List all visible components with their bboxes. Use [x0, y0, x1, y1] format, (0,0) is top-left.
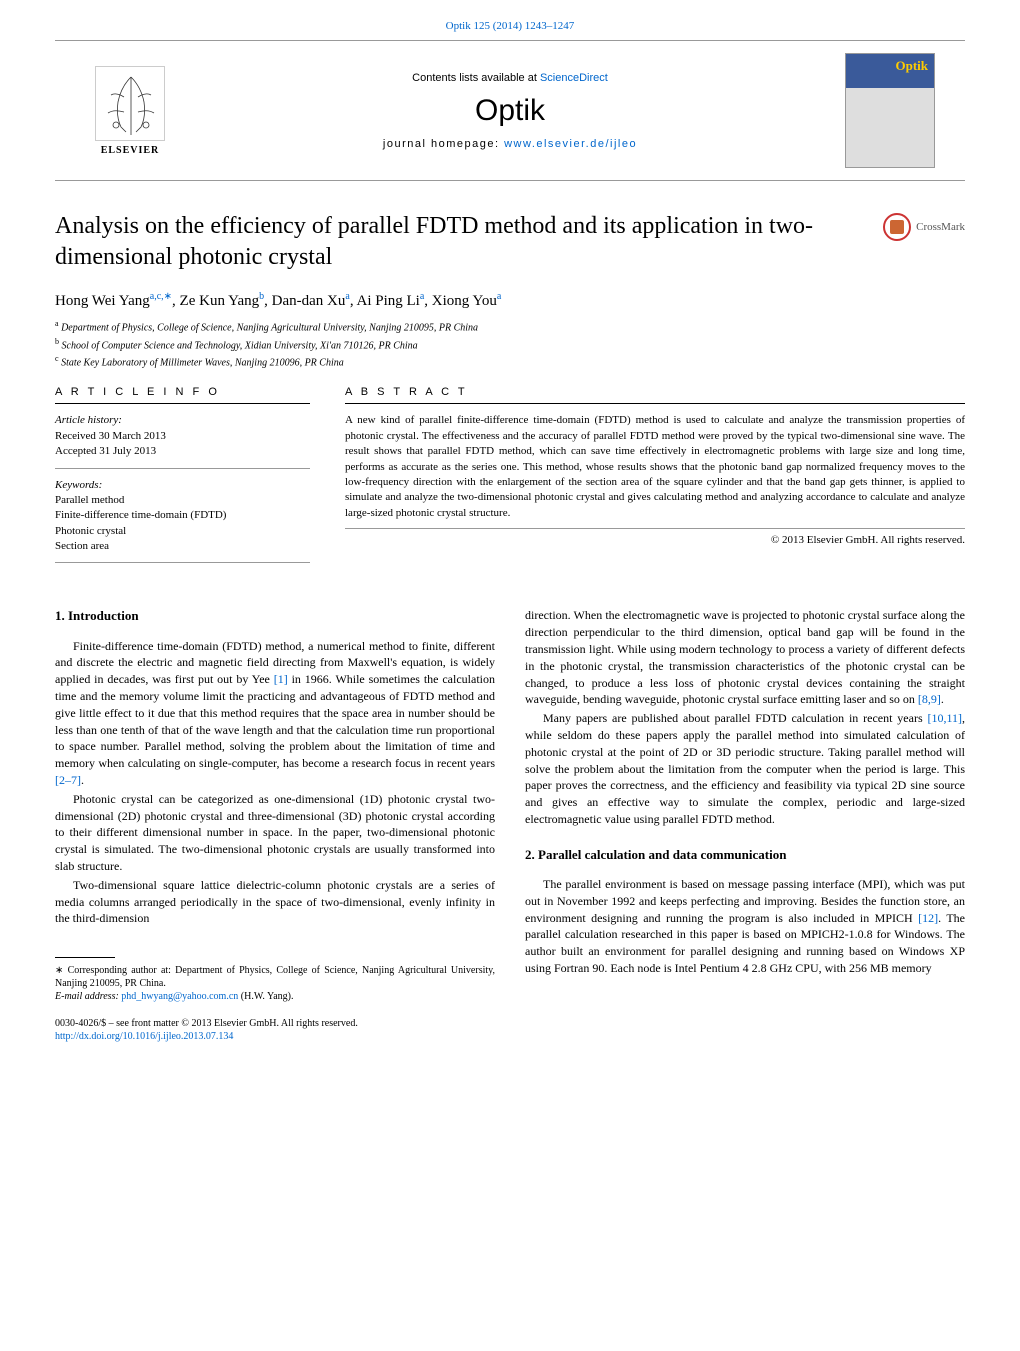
elsevier-tree-icon	[95, 66, 165, 141]
doi-link[interactable]: http://dx.doi.org/10.1016/j.ijleo.2013.0…	[55, 1031, 233, 1042]
footer-copyright: 0030-4026/$ – see front matter © 2013 El…	[55, 1017, 965, 1030]
info-abstract-row: A R T I C L E I N F O Article history: R…	[0, 386, 1020, 572]
sciencedirect-link[interactable]: ScienceDirect	[540, 72, 608, 84]
body-columns: 1. Introduction Finite-difference time-d…	[0, 572, 1020, 1003]
journal-cover-thumbnail: Optik	[845, 53, 935, 168]
abstract-text: A new kind of parallel finite-difference…	[345, 413, 965, 529]
keywords-label: Keywords:	[55, 478, 310, 493]
email-line: E-mail address: phd_hwyang@yahoo.com.cn …	[55, 990, 495, 1003]
page-footer: 0030-4026/$ – see front matter © 2013 El…	[0, 1003, 1020, 1068]
article-info-column: A R T I C L E I N F O Article history: R…	[55, 386, 310, 572]
journal-name: Optik	[175, 94, 845, 128]
section-2-title: 2. Parallel calculation and data communi…	[525, 846, 965, 864]
affiliation-a: a Department of Physics, College of Scie…	[55, 318, 965, 335]
crossmark-badge[interactable]: CrossMark	[883, 213, 965, 241]
body-paragraph: Finite-difference time-domain (FDTD) met…	[55, 638, 495, 789]
keywords-block: Keywords: Parallel method Finite-differe…	[55, 478, 310, 564]
ref-link[interactable]: [8,9]	[918, 692, 941, 706]
body-paragraph: Two-dimensional square lattice dielectri…	[55, 877, 495, 927]
affiliation-c: c State Key Laboratory of Millimeter Wav…	[55, 353, 965, 370]
corresponding-footnote: ∗ Corresponding author at: Department of…	[55, 964, 495, 1003]
ref-link[interactable]: [2–7]	[55, 773, 81, 787]
history-block: Article history: Received 30 March 2013 …	[55, 413, 310, 468]
abstract-copyright: © 2013 Elsevier GmbH. All rights reserve…	[345, 529, 965, 546]
ref-link[interactable]: [1]	[274, 672, 288, 686]
citation-link[interactable]: Optik 125 (2014) 1243–1247	[446, 20, 575, 32]
article-title: Analysis on the efficiency of parallel F…	[55, 211, 965, 273]
article-info-heading: A R T I C L E I N F O	[55, 386, 310, 404]
body-paragraph: Many papers are published about parallel…	[525, 710, 965, 828]
footnote-divider	[55, 957, 115, 958]
keyword: Finite-difference time-domain (FDTD)	[55, 508, 310, 523]
title-section: Analysis on the efficiency of parallel F…	[0, 181, 1020, 291]
body-paragraph: The parallel environment is based on mes…	[525, 876, 965, 977]
elsevier-logo: ELSEVIER	[85, 61, 175, 161]
email-link[interactable]: phd_hwyang@yahoo.com.cn	[121, 991, 238, 1002]
affiliation-b: b School of Computer Science and Technol…	[55, 336, 965, 353]
citation-header: Optik 125 (2014) 1243–1247	[0, 0, 1020, 40]
ref-link[interactable]: [10,11]	[927, 711, 962, 725]
received-date: Received 30 March 2013	[55, 429, 310, 444]
journal-header: ELSEVIER Contents lists available at Sci…	[55, 40, 965, 181]
journal-header-center: Contents lists available at ScienceDirec…	[175, 72, 845, 150]
cover-title: Optik	[895, 58, 928, 74]
crossmark-text: CrossMark	[916, 221, 965, 233]
crossmark-icon	[883, 213, 911, 241]
history-label: Article history:	[55, 413, 310, 428]
body-paragraph: Photonic crystal can be categorized as o…	[55, 791, 495, 875]
keyword: Section area	[55, 539, 310, 554]
body-paragraph: direction. When the electromagnetic wave…	[525, 607, 965, 708]
abstract-column: A B S T R A C T A new kind of parallel f…	[345, 386, 965, 572]
section-1-title: 1. Introduction	[55, 607, 495, 625]
journal-homepage-line: journal homepage: www.elsevier.de/ijleo	[175, 138, 845, 150]
contents-list-line: Contents lists available at ScienceDirec…	[175, 72, 845, 84]
authors-line: Hong Wei Yanga,c,∗, Ze Kun Yangb, Dan-da…	[0, 291, 1020, 318]
keyword: Parallel method	[55, 493, 310, 508]
homepage-link[interactable]: www.elsevier.de/ijleo	[504, 138, 637, 150]
accepted-date: Accepted 31 July 2013	[55, 444, 310, 459]
abstract-heading: A B S T R A C T	[345, 386, 965, 404]
keyword: Photonic crystal	[55, 524, 310, 539]
left-column: 1. Introduction Finite-difference time-d…	[55, 607, 495, 1003]
publisher-name: ELSEVIER	[101, 145, 160, 156]
affiliations: a Department of Physics, College of Scie…	[0, 318, 1020, 386]
right-column: direction. When the electromagnetic wave…	[525, 607, 965, 1003]
ref-link[interactable]: [12]	[918, 911, 938, 925]
